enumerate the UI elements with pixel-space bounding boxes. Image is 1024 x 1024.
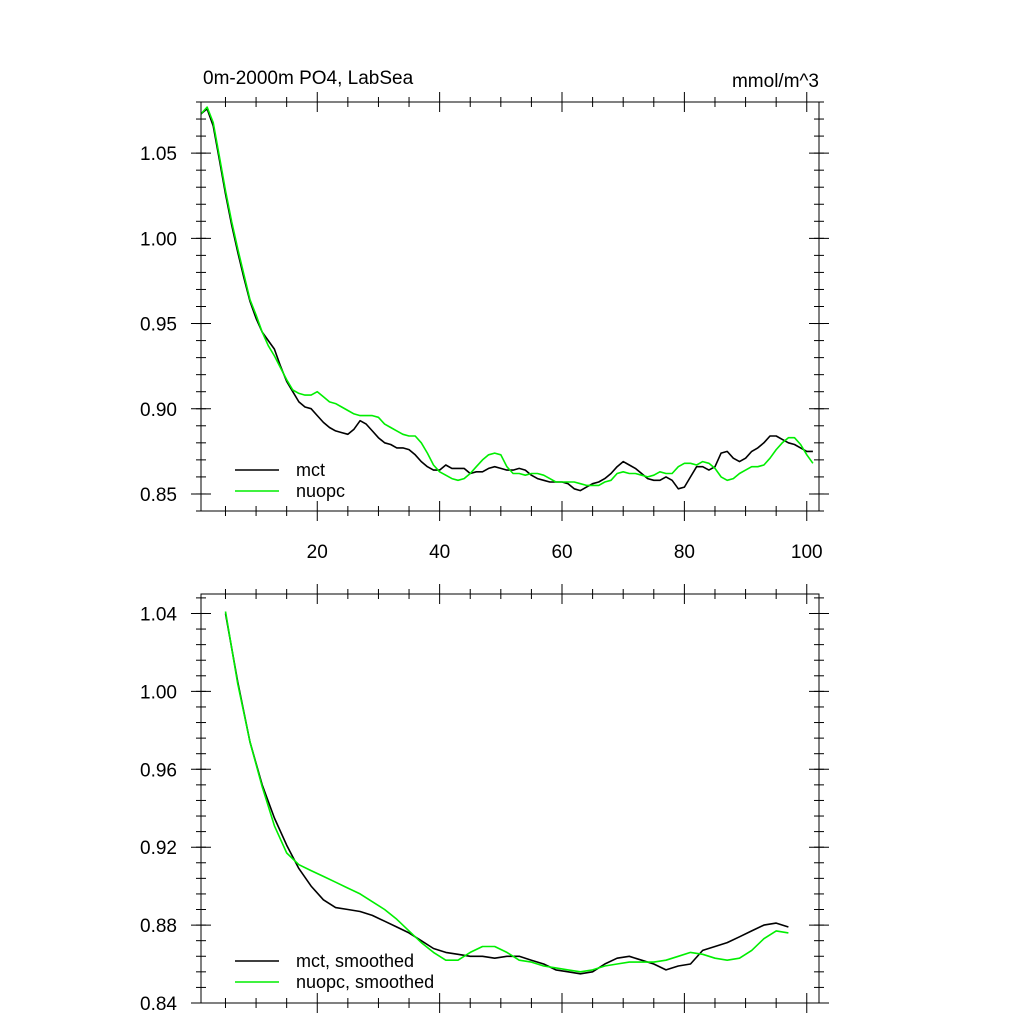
top-x-tick-label: 80 — [674, 542, 695, 563]
bottom-y-tick-label: 0.92 — [140, 838, 177, 859]
bottom-series-lines — [224, 611, 789, 975]
bottom-y-tick-label: 0.84 — [140, 994, 177, 1015]
top-x-tick-label: 40 — [429, 542, 450, 563]
bottom-plot-frame — [200, 593, 820, 1004]
top-series-line-mct — [200, 108, 813, 492]
bottom-series-line-mct-smoothed — [224, 613, 789, 975]
top-chart: 0m-2000m PO4, LabSea mmol/m^3 20 40 60 80 10… — [140, 68, 829, 563]
bottom-series-line-nuopc-smoothed — [224, 611, 789, 973]
top-y-tick-label: 0.95 — [140, 315, 177, 336]
top-x-tick-label: 60 — [551, 542, 572, 563]
top-legend: mct nuopc — [235, 460, 345, 501]
top-y-tick-label: 0.90 — [140, 400, 177, 421]
bottom-y-tick-label: 0.96 — [140, 760, 177, 781]
bottom-legend-label-nuopc: nuopc, smoothed — [296, 972, 434, 992]
top-y-tick-label: 0.85 — [140, 485, 177, 506]
top-x-tick-label: 20 — [307, 542, 328, 563]
top-plot-frame — [200, 101, 820, 512]
bottom-y-tick-label: 1.00 — [140, 682, 177, 703]
bottom-y-tick-label: 1.04 — [140, 604, 177, 625]
bottom-axes: 0.84 0.88 0.92 0.96 1.00 1.04 — [140, 584, 829, 1015]
bottom-chart: 0.84 0.88 0.92 0.96 1.00 1.04 mct, smoothed n… — [140, 584, 829, 1015]
bottom-legend-label-mct: mct, smoothed — [296, 951, 414, 971]
top-legend-label-mct: mct — [296, 460, 325, 480]
top-axes: 20 40 60 80 100 0.85 0.90 0.95 1.00 1.05 — [140, 92, 829, 563]
top-chart-title: 0m-2000m PO4, LabSea — [203, 68, 414, 89]
top-x-tick-label: 100 — [791, 542, 823, 563]
bottom-legend: mct, smoothed nuopc, smoothed — [235, 951, 434, 992]
top-y-tick-label: 1.00 — [140, 229, 177, 250]
top-legend-label-nuopc: nuopc — [296, 481, 345, 501]
top-chart-units: mmol/m^3 — [732, 71, 819, 92]
bottom-y-tick-label: 0.88 — [140, 916, 177, 937]
top-series-lines — [200, 106, 814, 492]
top-y-tick-label: 1.05 — [140, 144, 177, 165]
top-series-line-nuopc — [200, 106, 814, 487]
